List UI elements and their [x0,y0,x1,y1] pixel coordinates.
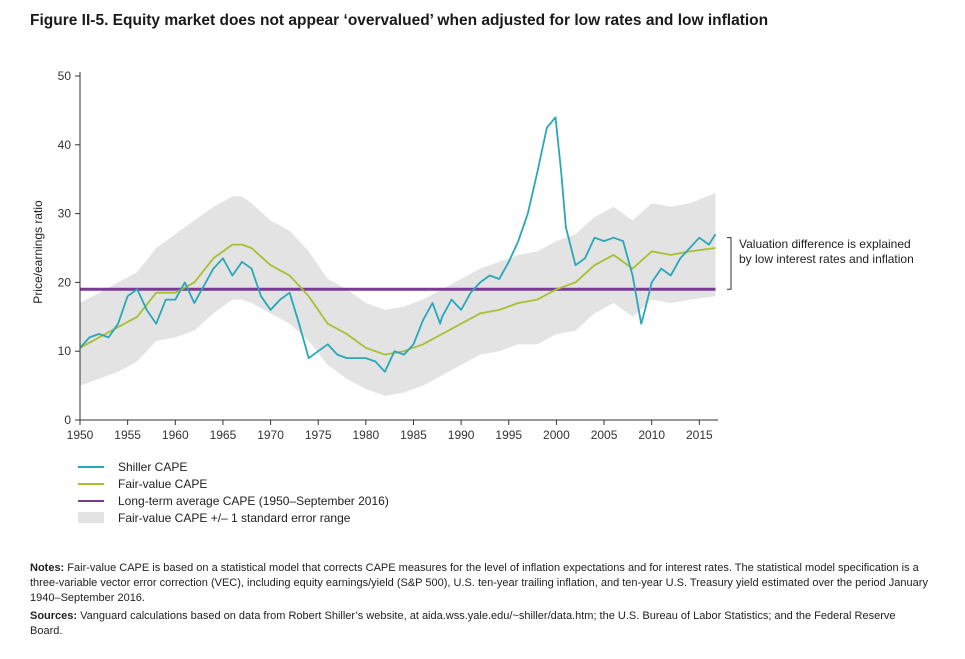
legend-item-band: Fair-value CAPE +/– 1 standard error ran… [78,509,389,526]
notes-paragraph: Notes: Fair-value CAPE is based on a sta… [30,561,930,606]
sources-text: Vanguard calculations based on data from… [30,610,896,637]
y-tick-label: 50 [58,69,72,83]
x-tick-label: 2005 [591,428,618,442]
x-tick-label: 1995 [495,428,522,442]
legend-swatch-band [78,512,104,523]
chart-legend: Shiller CAPE Fair-value CAPE Long-term a… [78,458,389,526]
legend-label-band: Fair-value CAPE +/– 1 standard error ran… [118,510,351,525]
legend-swatch-fair-value [78,482,104,485]
legend-label-shiller: Shiller CAPE [118,459,188,474]
series-line-fair-value-cape [79,243,716,356]
x-tick-label: 1955 [114,428,141,442]
legend-swatch-long-term-avg [78,499,104,502]
x-tick-label: 1985 [400,428,427,442]
x-tick-label: 2010 [638,428,665,442]
x-tick-label: 1970 [257,428,284,442]
notes-label: Notes: [30,562,65,574]
y-tick-label: 40 [58,138,72,152]
legend-item-long-term-avg: Long-term average CAPE (1950–September 2… [78,492,389,509]
figure-title: Figure II-5. Equity market does not appe… [30,12,769,29]
valuation-difference-bracket [727,237,732,290]
y-tick-label: 0 [64,413,71,427]
y-tick-label: 20 [58,275,72,289]
y-tick-label: 10 [58,344,72,358]
legend-item-fair-value: Fair-value CAPE [78,475,389,492]
legend-swatch-shiller [78,465,104,468]
series-line-shiller-cape [79,116,717,373]
annotation-text: Valuation difference is explained [739,237,911,251]
figure-notes: Notes: Fair-value CAPE is based on a sta… [30,561,930,642]
x-tick-label: 1975 [305,428,332,442]
sources-paragraph: Sources: Vanguard calculations based on … [30,609,930,639]
x-tick-label: 1950 [67,428,94,442]
y-tick-label: 30 [58,207,72,221]
x-tick-label: 1960 [162,428,189,442]
legend-label-long-term-avg: Long-term average CAPE (1950–September 2… [118,493,389,508]
legend-label-fair-value: Fair-value CAPE [118,476,208,491]
notes-text: Fair-value CAPE is based on a statistica… [30,562,928,604]
x-tick-label: 2000 [543,428,570,442]
x-tick-label: 1990 [448,428,475,442]
fair-value-error-band [80,193,716,396]
cape-chart: 0 10 20 30 40 50 1950 1955 1960 1965 1970 1975 1980 1… [31,69,914,442]
x-tick-label: 2015 [686,428,713,442]
legend-item-shiller: Shiller CAPE [78,458,389,475]
x-tick-label: 1980 [352,428,379,442]
annotation-text: by low interest rates and inflation [739,252,914,266]
y-axis-label: Price/earnings ratio [31,200,45,304]
x-tick-label: 1965 [210,428,237,442]
sources-label: Sources: [30,610,78,622]
